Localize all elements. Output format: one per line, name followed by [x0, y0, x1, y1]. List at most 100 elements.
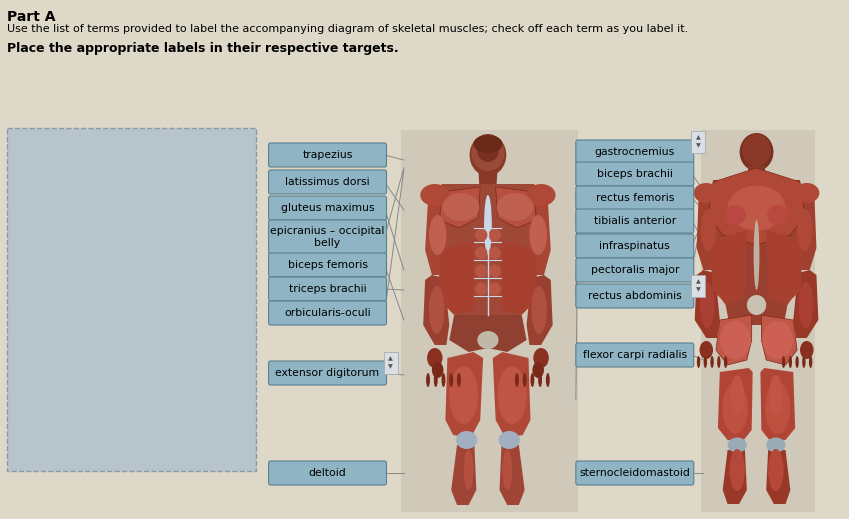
Ellipse shape	[475, 265, 487, 278]
Polygon shape	[762, 315, 797, 365]
FancyBboxPatch shape	[576, 209, 694, 233]
FancyBboxPatch shape	[268, 301, 386, 325]
FancyBboxPatch shape	[576, 461, 694, 485]
Ellipse shape	[728, 438, 747, 453]
Polygon shape	[492, 352, 531, 438]
Ellipse shape	[488, 265, 501, 278]
Ellipse shape	[449, 366, 478, 424]
Polygon shape	[761, 368, 796, 442]
Ellipse shape	[426, 373, 430, 387]
Polygon shape	[423, 275, 449, 345]
Polygon shape	[451, 445, 476, 505]
Ellipse shape	[768, 449, 784, 491]
Ellipse shape	[796, 356, 799, 368]
Ellipse shape	[700, 341, 713, 359]
Polygon shape	[526, 192, 551, 275]
Ellipse shape	[704, 356, 707, 368]
FancyBboxPatch shape	[268, 253, 386, 277]
Ellipse shape	[797, 209, 812, 251]
Text: rectus abdominis: rectus abdominis	[588, 291, 682, 301]
Ellipse shape	[717, 356, 721, 368]
FancyBboxPatch shape	[576, 258, 694, 282]
Polygon shape	[526, 275, 553, 345]
Ellipse shape	[488, 247, 501, 260]
Polygon shape	[793, 190, 817, 270]
Ellipse shape	[742, 134, 771, 166]
FancyBboxPatch shape	[268, 143, 386, 167]
Text: extensor digitorum: extensor digitorum	[275, 368, 380, 378]
Text: infraspinatus: infraspinatus	[599, 241, 670, 251]
Ellipse shape	[432, 362, 443, 378]
Text: pectoralis major: pectoralis major	[591, 265, 679, 275]
FancyBboxPatch shape	[576, 186, 694, 210]
Ellipse shape	[475, 282, 487, 295]
Text: deltoid: deltoid	[309, 468, 346, 478]
Polygon shape	[718, 368, 753, 442]
Text: orbicularis-oculi: orbicularis-oculi	[284, 308, 371, 318]
Text: Place the appropriate labels in their respective targets.: Place the appropriate labels in their re…	[7, 42, 398, 55]
Ellipse shape	[503, 450, 512, 490]
FancyBboxPatch shape	[268, 220, 386, 254]
Text: ▼: ▼	[389, 364, 393, 370]
FancyBboxPatch shape	[691, 131, 706, 153]
FancyBboxPatch shape	[401, 130, 578, 512]
Ellipse shape	[722, 382, 748, 434]
Ellipse shape	[475, 247, 487, 260]
Text: tibialis anterior: tibialis anterior	[593, 216, 676, 226]
Polygon shape	[722, 450, 747, 504]
Ellipse shape	[800, 341, 813, 359]
FancyBboxPatch shape	[701, 130, 816, 512]
Polygon shape	[710, 180, 803, 325]
Ellipse shape	[498, 431, 520, 449]
Ellipse shape	[697, 356, 700, 368]
Ellipse shape	[488, 228, 501, 241]
FancyBboxPatch shape	[268, 277, 386, 301]
Text: trapezius: trapezius	[302, 150, 352, 160]
Ellipse shape	[429, 215, 447, 255]
Polygon shape	[438, 184, 538, 330]
Ellipse shape	[765, 382, 790, 434]
Polygon shape	[766, 450, 790, 504]
Ellipse shape	[767, 205, 789, 225]
Ellipse shape	[728, 185, 785, 230]
Text: latissimus dorsi: latissimus dorsi	[285, 177, 370, 187]
Text: flexor carpi radialis: flexor carpi radialis	[582, 350, 687, 360]
Polygon shape	[478, 168, 498, 184]
Ellipse shape	[474, 135, 503, 153]
Ellipse shape	[725, 205, 746, 225]
Ellipse shape	[515, 373, 519, 387]
Ellipse shape	[477, 331, 498, 349]
Text: triceps brachii: triceps brachii	[289, 284, 367, 294]
Polygon shape	[694, 270, 720, 338]
Ellipse shape	[538, 373, 542, 387]
Text: epicranius – occipital
belly: epicranius – occipital belly	[270, 226, 385, 248]
FancyBboxPatch shape	[268, 196, 386, 220]
Polygon shape	[793, 270, 818, 338]
Text: Use the list of terms provided to label the accompanying diagram of skeletal mus: Use the list of terms provided to label …	[7, 24, 688, 34]
Ellipse shape	[488, 282, 501, 295]
Ellipse shape	[469, 134, 506, 176]
Text: ▲: ▲	[695, 135, 700, 141]
Polygon shape	[446, 352, 483, 438]
FancyBboxPatch shape	[7, 128, 256, 471]
FancyBboxPatch shape	[691, 275, 706, 297]
Ellipse shape	[700, 209, 716, 251]
Text: ▼: ▼	[695, 143, 700, 148]
FancyBboxPatch shape	[576, 234, 694, 258]
Text: ▼: ▼	[695, 288, 700, 293]
Ellipse shape	[730, 375, 744, 415]
Ellipse shape	[457, 373, 461, 387]
Polygon shape	[716, 315, 751, 365]
Polygon shape	[502, 240, 537, 315]
Ellipse shape	[427, 348, 442, 368]
Text: biceps femoris: biceps femoris	[288, 260, 368, 270]
Polygon shape	[712, 230, 747, 305]
Polygon shape	[496, 187, 537, 228]
Text: sternocleidomastoid: sternocleidomastoid	[579, 468, 690, 478]
Polygon shape	[708, 168, 805, 245]
Ellipse shape	[782, 356, 785, 368]
Polygon shape	[425, 192, 449, 275]
Ellipse shape	[533, 348, 548, 368]
Polygon shape	[748, 166, 765, 180]
Ellipse shape	[531, 286, 547, 334]
